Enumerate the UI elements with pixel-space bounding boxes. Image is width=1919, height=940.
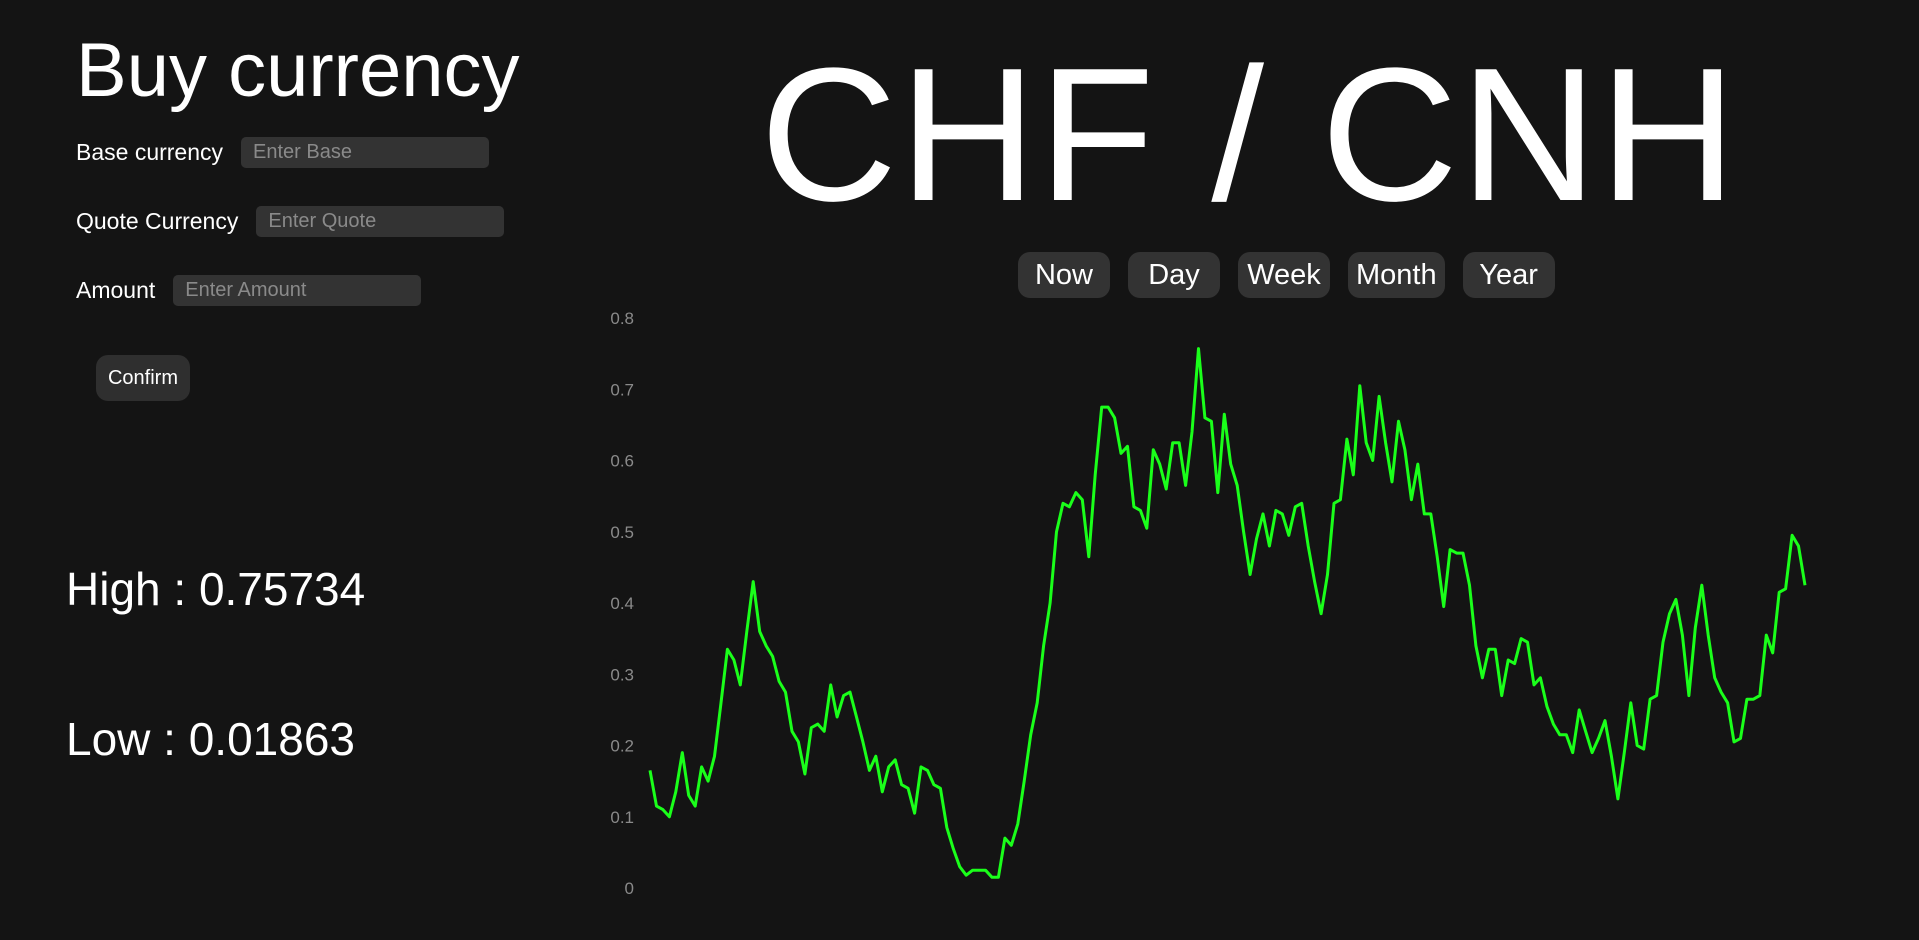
y-tick-label-0: 0	[625, 879, 634, 898]
amount-label: Amount	[76, 277, 156, 303]
base-currency-label: Base currency	[76, 139, 224, 165]
high-value: High : 0.75734	[66, 563, 366, 615]
y-tick-label-5: 0.5	[610, 523, 634, 542]
buy-currency-title: Buy currency	[76, 28, 520, 113]
y-tick-label-4: 0.4	[610, 594, 634, 613]
y-tick-label-1: 0.1	[610, 808, 634, 827]
quote-currency-input[interactable]	[256, 206, 505, 237]
y-tick-label-8: 0.8	[610, 309, 634, 328]
amount-row: Amount	[76, 275, 422, 306]
y-tick-label-2: 0.2	[610, 737, 634, 756]
time-range-tabs: Now Day Week Month Year	[1018, 252, 1555, 298]
quote-currency-row: Quote Currency	[76, 206, 505, 237]
rate-line-chart: 0 0.1 0.2 0.3 0.4 0.5 0.6 0.7 0.8	[610, 309, 1807, 898]
currency-pair-title: CHF / CNH	[760, 29, 1739, 241]
y-tick-label-7: 0.7	[610, 380, 634, 399]
low-value: Low : 0.01863	[66, 713, 356, 765]
base-currency-input[interactable]	[241, 137, 490, 168]
quote-currency-label: Quote Currency	[76, 208, 239, 234]
confirm-button[interactable]: Confirm	[96, 355, 190, 401]
rate-series-line	[648, 347, 1807, 879]
amount-input[interactable]	[173, 275, 422, 306]
tab-now[interactable]: Now	[1018, 252, 1110, 298]
y-tick-label-3: 0.3	[610, 665, 634, 684]
tab-month[interactable]: Month	[1348, 252, 1445, 298]
tab-year[interactable]: Year	[1462, 252, 1555, 298]
y-tick-label-6: 0.6	[610, 452, 634, 471]
tab-day[interactable]: Day	[1128, 252, 1220, 298]
tab-week[interactable]: Week	[1238, 252, 1330, 298]
base-currency-row: Base currency	[76, 137, 490, 168]
